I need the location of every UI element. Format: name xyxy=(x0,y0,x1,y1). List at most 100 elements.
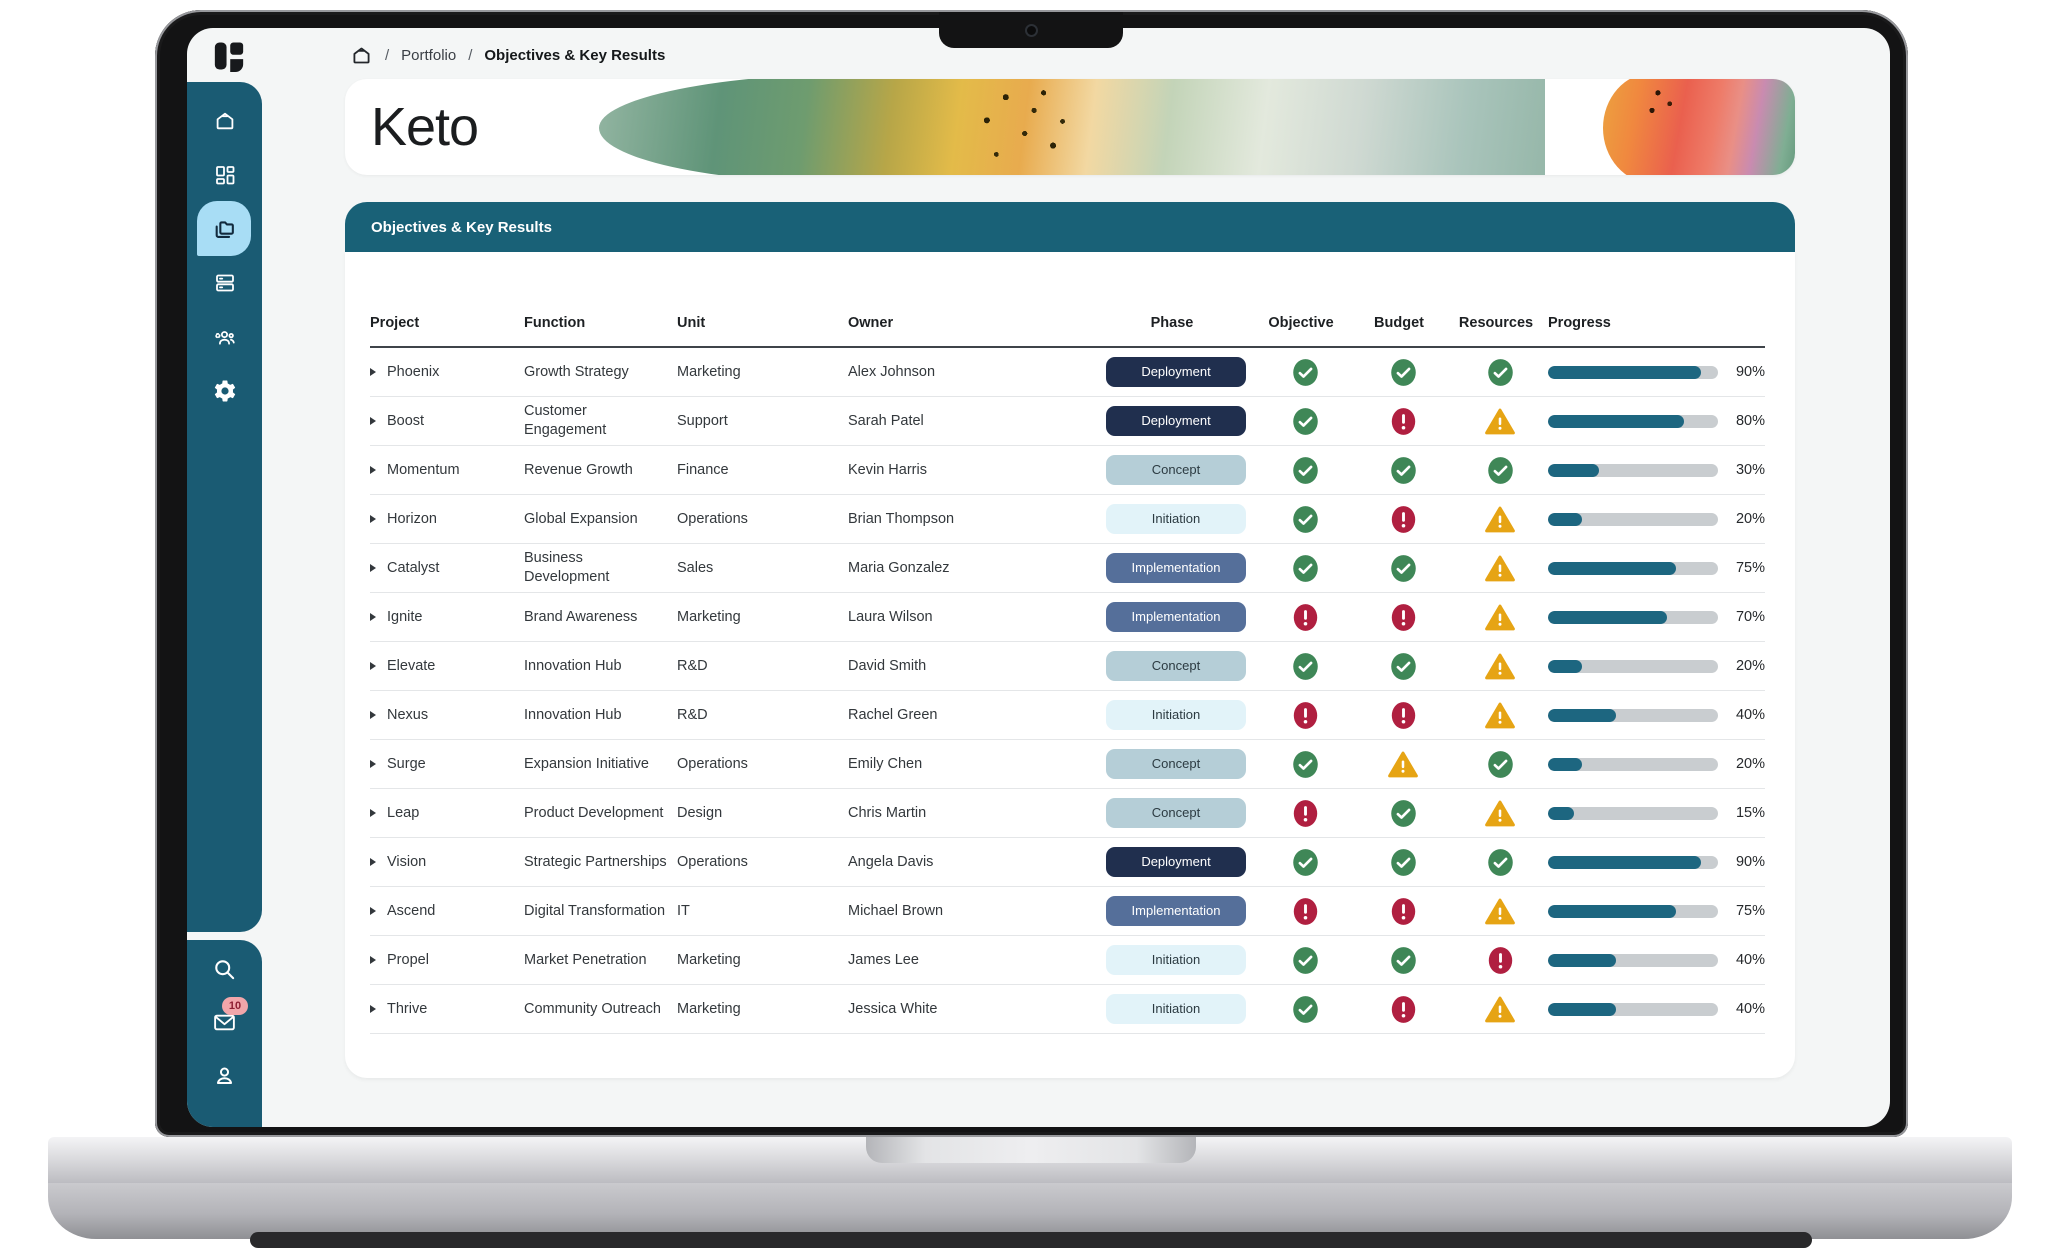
owner-cell: Rachel Green xyxy=(848,706,938,723)
unit-cell: Finance xyxy=(677,461,729,478)
project-name: Boost xyxy=(387,412,425,429)
alert-circle-icon xyxy=(1293,897,1317,925)
col-header-unit[interactable]: Unit xyxy=(677,315,706,331)
phase-cell: Deployment xyxy=(1096,406,1256,436)
progress-value: 75% xyxy=(1735,559,1765,576)
table-row[interactable]: Elevate Innovation Hub R&D David Smith C… xyxy=(370,642,1765,691)
col-header-progress[interactable]: Progress xyxy=(1548,315,1611,331)
sidebar-item-board[interactable] xyxy=(187,268,262,298)
row-expand-caret-icon[interactable] xyxy=(370,907,376,915)
table-row[interactable]: Surge Expansion Initiative Operations Em… xyxy=(370,740,1765,789)
table-row[interactable]: Horizon Global Expansion Operations Bria… xyxy=(370,495,1765,544)
col-header-owner[interactable]: Owner xyxy=(848,315,894,331)
table-row[interactable]: Propel Market Penetration Marketing Jame… xyxy=(370,936,1765,985)
sidebar-item-search[interactable] xyxy=(187,954,262,984)
breadcrumb-current-page: Objectives & Key Results xyxy=(484,46,666,64)
sidebar-item-settings[interactable] xyxy=(187,376,262,406)
function-cell: Market Penetration xyxy=(524,951,647,968)
table-row[interactable]: Ascend Digital Transformation IT Michael… xyxy=(370,887,1765,936)
table-row[interactable]: Leap Product Development Design Chris Ma… xyxy=(370,789,1765,838)
progress-bar xyxy=(1548,1002,1718,1016)
home-breadcrumb-icon[interactable] xyxy=(350,44,373,67)
resources-status xyxy=(1452,555,1548,582)
warning-triangle-icon xyxy=(1485,898,1515,924)
col-header-function[interactable]: Function xyxy=(524,315,586,331)
row-expand-caret-icon[interactable] xyxy=(370,711,376,719)
owner-cell: Laura Wilson xyxy=(848,608,933,625)
project-cell: Nexus xyxy=(370,706,524,725)
function-cell: Product Development xyxy=(524,804,664,821)
owner-cell: Chris Martin xyxy=(848,804,927,821)
row-expand-caret-icon[interactable] xyxy=(370,515,376,523)
alert-circle-icon xyxy=(1293,701,1317,729)
progress-bar xyxy=(1548,463,1718,477)
sidebar-item-home[interactable] xyxy=(187,106,262,136)
row-expand-caret-icon[interactable] xyxy=(370,466,376,474)
col-header-objective[interactable]: Objective xyxy=(1268,315,1334,331)
table-row[interactable]: Boost Customer Engagement Support Sarah … xyxy=(370,397,1765,446)
objective-status xyxy=(1256,995,1354,1024)
phase-badge: Initiation xyxy=(1106,504,1246,534)
row-expand-caret-icon[interactable] xyxy=(370,368,376,376)
table-row[interactable]: Vision Strategic Partnerships Operations… xyxy=(370,838,1765,887)
row-expand-caret-icon[interactable] xyxy=(370,417,376,425)
unit-cell: IT xyxy=(677,902,690,919)
col-header-project[interactable]: Project xyxy=(370,315,420,331)
dashboard-icon xyxy=(215,166,234,185)
row-expand-caret-icon[interactable] xyxy=(370,564,376,572)
row-expand-caret-icon[interactable] xyxy=(370,956,376,964)
check-circle-icon xyxy=(1292,946,1318,974)
row-expand-caret-icon[interactable] xyxy=(370,662,376,670)
sidebar-item-dashboard[interactable] xyxy=(187,160,262,190)
objective-status xyxy=(1256,848,1354,877)
row-expand-caret-icon[interactable] xyxy=(370,858,376,866)
row-expand-caret-icon[interactable] xyxy=(370,613,376,621)
project-name: Nexus xyxy=(387,706,429,723)
owner-cell: Angela Davis xyxy=(848,853,934,870)
budget-status xyxy=(1354,897,1452,926)
sidebar-item-portfolio[interactable] xyxy=(187,201,262,256)
table-row[interactable]: Catalyst Business Development Sales Mari… xyxy=(370,544,1765,593)
warning-triangle-icon xyxy=(1485,408,1515,434)
sidebar-item-mail[interactable]: 10 xyxy=(187,997,262,1037)
table-row[interactable]: Ignite Brand Awareness Marketing Laura W… xyxy=(370,593,1765,642)
owner-cell: Brian Thompson xyxy=(848,510,955,527)
warning-triangle-icon xyxy=(1485,996,1515,1022)
unit-cell: Operations xyxy=(677,755,748,772)
mail-badge: 10 xyxy=(222,997,248,1015)
col-header-budget[interactable]: Budget xyxy=(1374,315,1424,331)
col-header-phase[interactable]: Phase xyxy=(1150,315,1194,331)
row-expand-caret-icon[interactable] xyxy=(370,1005,376,1013)
phase-badge: Deployment xyxy=(1106,406,1246,436)
sidebar-item-team[interactable] xyxy=(187,322,262,352)
project-name: Ignite xyxy=(387,608,423,625)
sidebar-item-profile[interactable] xyxy=(187,1060,262,1090)
alert-circle-icon xyxy=(1391,701,1415,729)
check-circle-icon xyxy=(1390,848,1416,876)
breadcrumb-portfolio[interactable]: Portfolio xyxy=(401,46,457,64)
col-header-resources[interactable]: Resources xyxy=(1458,315,1534,331)
progress-cell: 15% xyxy=(1548,804,1765,823)
objective-status xyxy=(1256,750,1354,779)
table-row[interactable]: Nexus Innovation Hub R&D Rachel Green In… xyxy=(370,691,1765,740)
function-cell: Global Expansion xyxy=(524,510,638,527)
progress-cell: 70% xyxy=(1548,608,1765,627)
row-expand-caret-icon[interactable] xyxy=(370,760,376,768)
project-cell: Propel xyxy=(370,951,524,970)
project-name: Elevate xyxy=(387,657,436,674)
resources-status xyxy=(1452,653,1548,680)
row-expand-caret-icon[interactable] xyxy=(370,809,376,817)
table-row[interactable]: Thrive Community Outreach Marketing Jess… xyxy=(370,985,1765,1034)
app-logo-icon[interactable] xyxy=(213,40,245,72)
objective-status xyxy=(1256,946,1354,975)
unit-cell: Support xyxy=(677,412,728,429)
project-cell: Ascend xyxy=(370,902,524,921)
table-row[interactable]: Momentum Revenue Growth Finance Kevin Ha… xyxy=(370,446,1765,495)
unit-cell: Marketing xyxy=(677,363,741,380)
okr-table-card: Project Function Unit Owner Phase Object… xyxy=(345,252,1795,1078)
project-name: Phoenix xyxy=(387,363,440,380)
project-cell: Momentum xyxy=(370,461,524,480)
table-row[interactable]: Phoenix Growth Strategy Marketing Alex J… xyxy=(370,348,1765,397)
phase-badge: Deployment xyxy=(1106,847,1246,877)
